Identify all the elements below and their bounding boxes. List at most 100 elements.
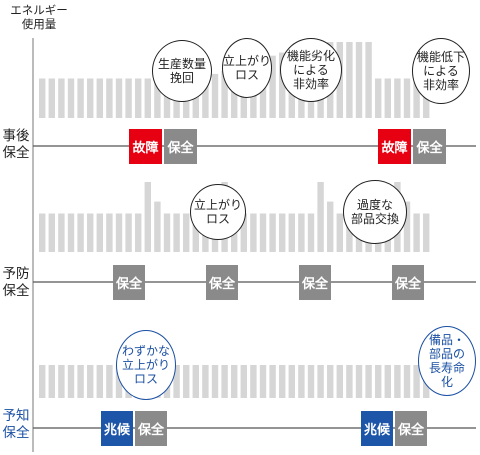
energy-bar	[106, 78, 113, 118]
energy-bar	[183, 365, 190, 398]
row-label: 予知 保全	[2, 408, 30, 441]
energy-bar	[269, 365, 276, 398]
energy-bar	[48, 213, 55, 252]
energy-bar	[39, 365, 46, 398]
energy-bar	[327, 365, 334, 398]
energy-bar	[96, 78, 103, 118]
energy-bar	[269, 213, 276, 252]
annotation-bubble: 備品・ 部品の 長寿命 化	[418, 326, 476, 396]
sign-box: 兆候	[101, 411, 133, 446]
energy-bar	[58, 78, 65, 118]
energy-bar	[154, 78, 161, 118]
energy-bar	[259, 365, 267, 398]
maintenance-box: 保全	[413, 129, 446, 164]
energy-bar	[394, 78, 401, 118]
energy-bar	[144, 182, 151, 252]
energy-bar	[403, 365, 411, 398]
energy-bar	[135, 213, 142, 252]
energy-bar	[39, 78, 46, 118]
energy-bar	[221, 365, 228, 398]
annotation-bubble: 過度な 部品交換	[343, 180, 407, 244]
axis-title: エネルギー 使用量	[10, 3, 68, 31]
energy-bar	[96, 213, 103, 252]
annotation-bubble: 機能低下 による 非効率	[412, 38, 470, 104]
energy-bar	[240, 365, 247, 398]
energy-bar	[288, 213, 295, 252]
energy-bar	[115, 213, 123, 252]
energy-bar	[375, 365, 382, 398]
annotation-bubble: 立上がり ロス	[222, 38, 272, 98]
energy-bar	[125, 78, 132, 118]
energy-bar	[423, 213, 430, 252]
maintenance-box: 保全	[392, 265, 424, 300]
energy-bar	[67, 78, 75, 118]
energy-bar	[298, 365, 305, 398]
annotation-bubble: 立上がり ロス	[190, 184, 246, 240]
energy-bar	[154, 201, 161, 252]
energy-bar	[202, 76, 209, 118]
annotation-bubble: わずかな 立上がり ロス	[116, 330, 176, 400]
energy-bar	[58, 365, 65, 398]
energy-bar	[317, 182, 324, 252]
energy-bar	[365, 42, 372, 118]
failure-box: 故障	[129, 129, 162, 164]
annotation-bubble: 機能劣化 による 非効率	[280, 38, 342, 102]
energy-bar	[307, 365, 315, 398]
energy-bar	[183, 213, 190, 252]
energy-bar	[202, 365, 209, 398]
energy-bar	[77, 365, 84, 398]
row-label: 事後 保全	[2, 128, 30, 161]
energy-bar	[192, 365, 199, 398]
energy-bar	[288, 365, 295, 398]
energy-bar	[279, 213, 286, 252]
energy-bar	[394, 365, 401, 398]
energy-bar	[67, 213, 75, 252]
maintenance-box: 保全	[164, 129, 197, 164]
energy-bar	[298, 213, 305, 252]
energy-bar	[106, 365, 113, 398]
energy-bar	[413, 78, 420, 118]
energy-bar	[96, 365, 103, 398]
maintenance-box: 保全	[206, 265, 238, 300]
energy-bar	[211, 73, 219, 118]
energy-bar	[87, 78, 94, 118]
energy-bar	[173, 365, 180, 398]
energy-bar	[384, 365, 391, 398]
energy-bar	[413, 365, 420, 398]
maintenance-box: 保全	[299, 265, 331, 300]
energy-bar	[279, 365, 286, 398]
energy-bar	[67, 365, 75, 398]
energy-bar	[163, 213, 171, 252]
energy-bar	[48, 78, 55, 118]
maintenance-box: 保全	[135, 411, 167, 446]
energy-bar	[250, 365, 257, 398]
energy-bar	[135, 78, 142, 118]
row-label: 予防 保全	[2, 266, 30, 299]
energy-bar	[365, 365, 372, 398]
energy-bar	[355, 365, 363, 398]
energy-bar	[346, 213, 353, 252]
energy-bar	[327, 201, 334, 252]
energy-bar	[375, 78, 382, 118]
energy-bar	[355, 42, 363, 118]
maintenance-box: 保全	[395, 411, 427, 446]
maintenance-box: 保全	[113, 265, 145, 300]
failure-box: 故障	[378, 129, 411, 164]
energy-bar	[384, 78, 391, 118]
energy-bar	[336, 365, 343, 398]
energy-bar	[346, 42, 353, 118]
energy-bar	[279, 52, 286, 118]
energy-bar	[87, 213, 94, 252]
energy-bar	[250, 213, 257, 252]
energy-bar	[231, 365, 238, 398]
energy-bar	[307, 213, 315, 252]
energy-bar	[192, 213, 199, 252]
energy-bar	[77, 78, 84, 118]
energy-bar	[39, 213, 46, 252]
energy-bar	[403, 78, 411, 118]
energy-bar	[115, 78, 123, 118]
energy-bar	[48, 365, 55, 398]
sign-box: 兆候	[361, 411, 393, 446]
energy-bar	[211, 365, 219, 398]
